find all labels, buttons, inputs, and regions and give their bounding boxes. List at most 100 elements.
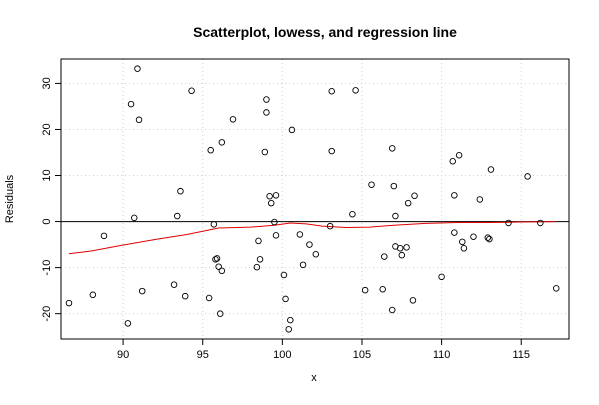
y-tick-label: 10 xyxy=(41,169,53,181)
data-point xyxy=(131,214,138,222)
data-point xyxy=(352,87,359,94)
y-tick-label: 20 xyxy=(41,123,53,135)
data-point xyxy=(282,295,289,303)
data-point xyxy=(368,181,375,188)
y-axis-label: Residuals xyxy=(4,174,16,223)
data-point xyxy=(328,147,335,155)
data-point xyxy=(266,192,273,200)
x-tick-label: 115 xyxy=(512,349,530,361)
y-tick-label: -20 xyxy=(41,306,53,322)
y-tick-label: 30 xyxy=(41,77,53,89)
data-point xyxy=(218,267,226,275)
data-point xyxy=(127,100,135,108)
data-point xyxy=(398,251,406,259)
data-point xyxy=(328,87,335,95)
grid-layer xyxy=(61,59,569,339)
x-tick-label: 100 xyxy=(273,349,291,361)
points-layer xyxy=(65,65,560,333)
data-point xyxy=(272,232,280,239)
data-point xyxy=(253,263,261,271)
data-point xyxy=(537,219,544,227)
data-point xyxy=(381,253,388,260)
data-point xyxy=(177,187,184,195)
data-point xyxy=(403,244,410,251)
data-point xyxy=(524,173,531,180)
data-point xyxy=(271,218,278,226)
data-point xyxy=(438,273,445,281)
data-point xyxy=(396,245,404,252)
data-point xyxy=(553,285,560,292)
data-point xyxy=(505,219,512,227)
x-tick-label: 105 xyxy=(353,349,371,361)
data-point xyxy=(212,256,219,263)
data-point xyxy=(100,232,108,240)
data-point xyxy=(210,221,218,228)
data-point xyxy=(306,241,313,248)
axes-layer: 90 95 100 105 110 115 -20 -10 0 10 20 30 xyxy=(41,77,530,361)
data-point xyxy=(326,222,334,230)
data-point xyxy=(263,109,270,116)
y-tick-label: -10 xyxy=(41,260,53,276)
data-point xyxy=(135,116,143,124)
data-point xyxy=(261,148,269,156)
data-point xyxy=(388,306,396,314)
data-point xyxy=(287,316,294,324)
data-point xyxy=(388,145,396,152)
data-point xyxy=(124,320,132,327)
data-point xyxy=(272,192,280,199)
data-point xyxy=(170,281,178,288)
data-point xyxy=(215,263,222,270)
data-point xyxy=(296,231,304,238)
lines-layer xyxy=(61,221,569,255)
data-point xyxy=(484,234,492,241)
data-point xyxy=(267,199,275,207)
data-point xyxy=(390,182,398,190)
data-point xyxy=(451,192,458,199)
data-point xyxy=(216,310,224,317)
data-point xyxy=(299,261,307,269)
data-point xyxy=(312,251,320,258)
data-point xyxy=(361,286,369,294)
data-point xyxy=(285,326,292,333)
data-point xyxy=(280,271,288,279)
data-point xyxy=(455,151,463,159)
data-point xyxy=(134,65,141,72)
data-point xyxy=(404,199,412,207)
data-point xyxy=(229,116,237,123)
x-tick-label: 95 xyxy=(197,349,209,361)
plot-frame xyxy=(60,58,570,340)
data-point xyxy=(256,256,264,263)
data-point xyxy=(207,146,214,154)
data-point xyxy=(409,297,417,304)
data-point xyxy=(392,212,399,220)
data-point xyxy=(451,229,458,236)
data-point xyxy=(486,235,493,243)
data-point xyxy=(349,210,356,218)
data-point xyxy=(188,87,195,95)
data-point xyxy=(213,255,221,262)
data-point xyxy=(174,212,181,220)
data-point xyxy=(449,157,456,165)
data-point xyxy=(255,237,262,245)
y-tick-label: 0 xyxy=(41,219,53,225)
data-point xyxy=(411,192,418,200)
data-point xyxy=(379,286,386,293)
lowess-line xyxy=(68,221,557,255)
x-tick-label: 90 xyxy=(117,349,129,361)
x-axis-label: x xyxy=(311,372,317,384)
data-point xyxy=(487,166,495,173)
data-point xyxy=(460,245,468,252)
data-point xyxy=(138,287,146,295)
chart-title: Scatterplot, lowess, and regression line xyxy=(193,24,457,40)
data-point xyxy=(89,291,97,299)
data-point xyxy=(65,299,73,307)
data-point xyxy=(205,294,213,302)
data-point xyxy=(476,196,484,203)
data-point xyxy=(218,139,226,146)
x-tick-label: 110 xyxy=(433,349,451,361)
data-point xyxy=(263,96,270,103)
data-point xyxy=(459,238,466,246)
data-point xyxy=(470,233,477,241)
